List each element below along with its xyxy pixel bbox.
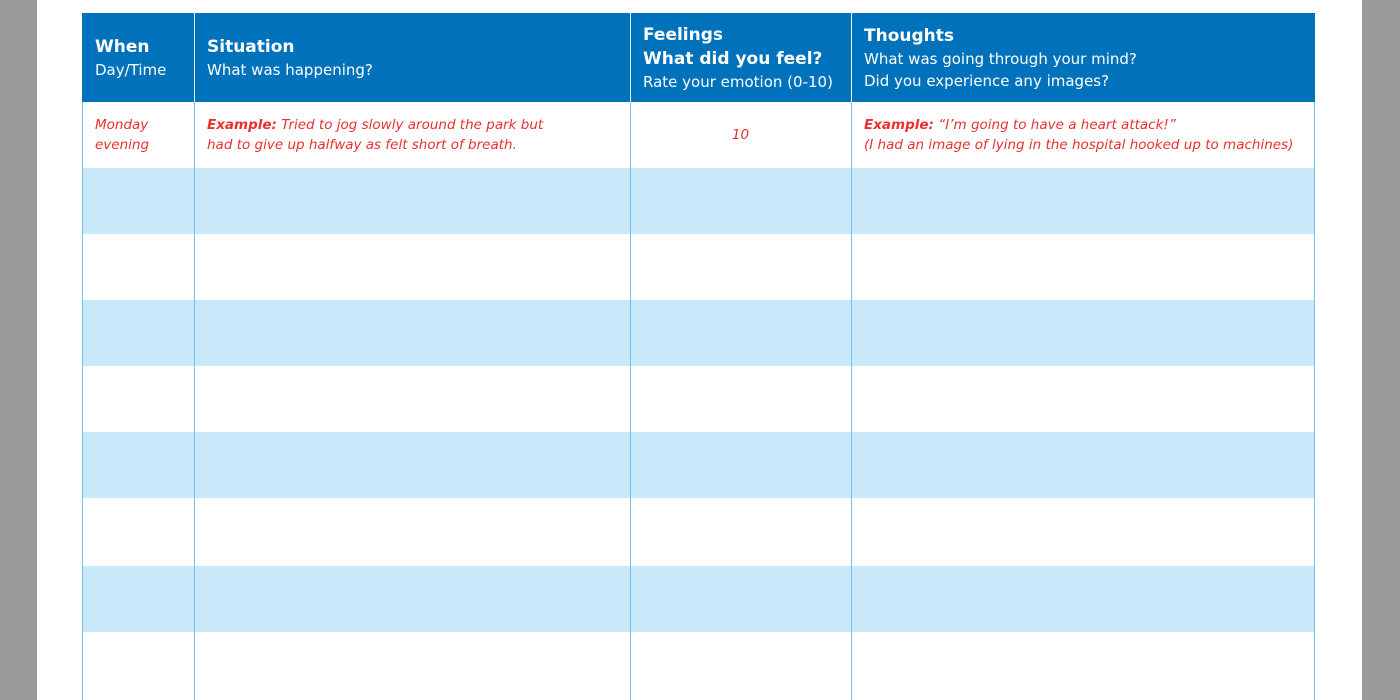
thoughts-cell: Example: “I’m going to have a heart atta… [864,115,1314,155]
row [82,432,1315,498]
header-divider [851,13,852,102]
header-cell: Thoughts What was going through your mind… [851,13,1315,102]
header-title: What did you feel? [643,48,823,69]
text: “I’m going to have a heart attack!” [938,117,1176,133]
text: Example: “I’m going to have a heart atta… [864,115,1314,135]
text: Example: Tried to jog slowly around the … [207,115,627,135]
header-cell: Situation What was happening? [194,13,630,102]
column-line [82,102,83,700]
text: Tried to jog slowly around the park but [281,117,544,133]
header-subtitle: Rate your emotion (0-10) [643,72,833,91]
label: Example: [207,117,277,133]
row [82,168,1315,234]
rating-cell: 10 [731,127,750,143]
text: evening [95,137,150,153]
text: (I had an image of lying in the hospital… [864,137,1294,153]
header-divider [194,13,195,102]
column-line [194,102,195,700]
header-title: Thoughts [864,25,954,46]
header-divider [630,13,631,102]
header-title: Situation [207,36,295,57]
header-subtitle: Day/Time [95,60,167,79]
text: had to give up halfway as felt short of … [207,137,517,153]
column-line [1314,102,1315,700]
column-line [851,102,852,700]
row [82,566,1315,632]
label: Example: [864,117,934,133]
header-cell: Feelings What did you feel? Rate your emot… [630,13,851,102]
header-subtitle: Did you experience any images? [864,71,1110,90]
header-subtitle: What was happening? [207,60,373,79]
row [82,300,1315,366]
header-title: When [95,36,150,57]
situation-cell: Example: Tried to jog slowly around the … [207,115,627,155]
header-subtitle: What was going through your mind? [864,49,1137,68]
when-cell: Monday evening [95,115,190,155]
text: Monday [95,117,149,133]
column-line [630,102,631,700]
header-title: Feelings [643,24,724,45]
header-cell: When Day/Time [82,13,194,102]
